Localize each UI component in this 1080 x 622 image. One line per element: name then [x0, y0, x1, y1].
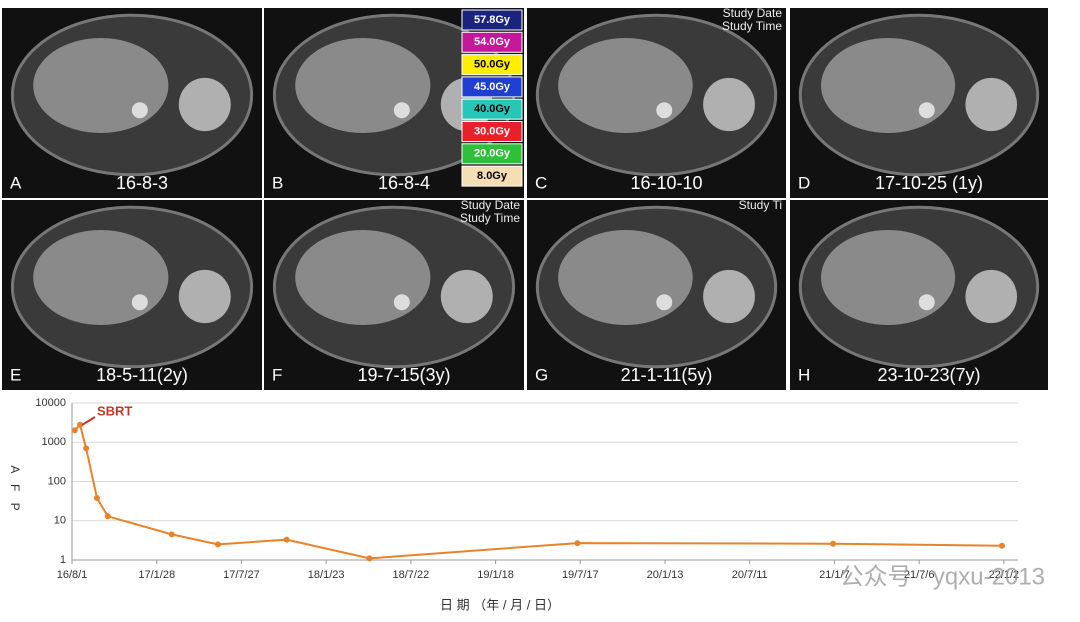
x-tick-label: 21/1/7 [819, 569, 850, 581]
panel-date: 16-10-10 [630, 173, 702, 193]
dose-swatch [461, 143, 523, 165]
data-point [998, 542, 1005, 549]
x-tick-label: 21/7/6 [904, 569, 935, 581]
aorta [918, 102, 935, 119]
x-tick-label: 16/8/1 [57, 569, 88, 581]
annotation-arrow [81, 416, 96, 426]
panel-letter: H [798, 365, 810, 384]
aorta [393, 102, 410, 119]
liver [33, 38, 169, 133]
x-tick-label: 18/1/23 [308, 569, 345, 581]
data-point [83, 445, 90, 452]
aorta [131, 294, 148, 311]
y-tick-label: 1 [60, 554, 66, 566]
aorta [131, 102, 148, 119]
overlay-text: Study Ti [739, 198, 782, 212]
data-point [830, 540, 837, 547]
data-point [366, 555, 373, 562]
y-tick-label: 1000 [42, 436, 66, 448]
dose-swatch [461, 31, 523, 53]
panel-date: 18-5-11(2y) [96, 365, 188, 385]
dose-swatch [461, 121, 523, 142]
panel-date: 19-7-15(3y) [357, 365, 450, 385]
dose-swatch [461, 54, 523, 76]
y-axis-title: A F P [8, 465, 22, 514]
panel-letter: E [10, 365, 21, 384]
panel-letter: F [272, 365, 282, 384]
dose-label: 8.0Gy [477, 170, 508, 182]
spleen [965, 77, 1018, 132]
x-tick-label: 20/1/13 [647, 569, 684, 581]
annotation: SBRT [97, 403, 132, 418]
panel-date: 16-8-4 [378, 173, 430, 193]
data-point [283, 536, 290, 543]
dose-label: 54.0Gy [474, 36, 511, 48]
panel-date: 17-10-25 (1y) [875, 173, 983, 193]
dose-label: 50.0Gy [474, 59, 511, 71]
panel-letter: G [535, 365, 548, 384]
y-tick-label: 10000 [35, 397, 66, 409]
x-tick-label: 17/1/28 [138, 569, 175, 581]
liver [33, 230, 169, 325]
panel-date: 16-8-3 [116, 173, 168, 193]
data-point [93, 494, 100, 501]
spleen [703, 269, 755, 324]
panel-date: 23-10-23(7y) [877, 365, 980, 385]
x-tick-label: 22/1/2 [989, 569, 1020, 581]
panel-letter: A [10, 173, 22, 192]
data-point [104, 513, 111, 520]
x-tick-label: 18/7/22 [393, 569, 430, 581]
spleen [178, 77, 231, 132]
spleen [440, 269, 493, 324]
dose-label: 40.0Gy [474, 103, 511, 115]
liver [558, 230, 693, 325]
liver [820, 38, 956, 133]
x-tick-label: 19/1/18 [477, 569, 514, 581]
spleen [703, 77, 755, 132]
overlay-text: Study Time [722, 19, 782, 33]
data-point [214, 541, 221, 548]
dose-swatch [461, 76, 523, 98]
aorta [918, 294, 935, 311]
y-tick-label: 10 [54, 515, 66, 527]
y-tick-label: 100 [48, 475, 66, 487]
aorta [393, 294, 410, 311]
panel-letter: D [798, 173, 810, 192]
liver [295, 230, 431, 325]
aorta [656, 102, 673, 119]
dose-label: 45.0Gy [474, 81, 511, 93]
x-tick-label: 19/7/17 [562, 569, 599, 581]
dose-label: 20.0Gy [474, 148, 511, 160]
data-point [71, 427, 78, 434]
panel-letter: C [535, 173, 547, 192]
dose-swatch [461, 9, 523, 31]
x-tick-label: 17/7/27 [223, 569, 260, 581]
dose-swatch [461, 165, 523, 187]
spleen [965, 269, 1018, 324]
data-point [77, 421, 84, 428]
liver [558, 38, 693, 133]
x-tick-label: 20/7/11 [732, 569, 768, 581]
spleen [178, 269, 231, 324]
panel-letter: B [272, 173, 283, 192]
aorta [656, 294, 673, 311]
dose-swatch [461, 98, 523, 120]
dose-label: 57.8Gy [474, 14, 511, 26]
watermark: 公众号 · yqxu-2013 [840, 563, 1045, 590]
overlay-text: Study Time [460, 211, 520, 225]
overlay-text: Study Date [461, 198, 521, 212]
data-line [74, 422, 1003, 560]
data-point [168, 531, 175, 538]
liver [295, 38, 431, 133]
dose-label: 30.0Gy [474, 125, 511, 137]
liver [820, 230, 956, 325]
x-axis-title: 日 期 （年 / 月 / 日） [440, 597, 560, 612]
panel-date: 21-1-11(5y) [621, 365, 713, 385]
overlay-text: Study Date [723, 6, 783, 20]
data-point [574, 540, 581, 547]
